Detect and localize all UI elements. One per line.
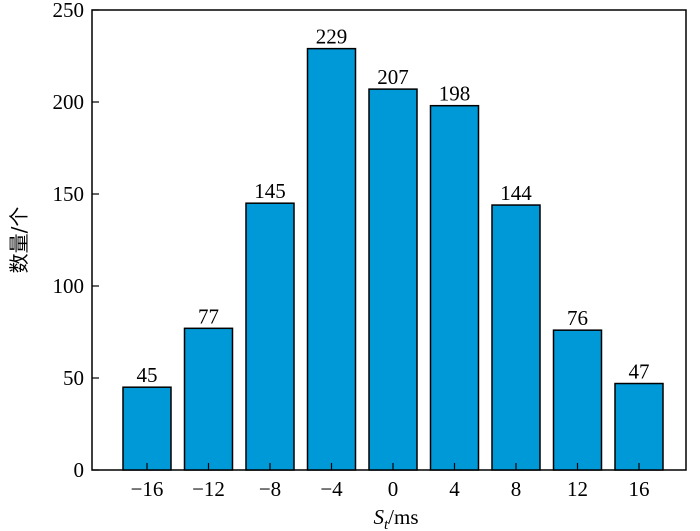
y-tick-label: 150: [53, 182, 85, 206]
bar-value-label: 229: [316, 25, 348, 49]
x-tick-label: −8: [259, 477, 281, 501]
x-axis-label: St/ms: [373, 505, 418, 531]
bar: [122, 386, 172, 471]
bar-value-label: 144: [500, 181, 532, 205]
x-tick-label: 4: [449, 477, 460, 501]
bar-value-label: 76: [567, 306, 588, 330]
y-axis: 0 50 100 150 200 250: [53, 0, 99, 482]
bar: [491, 204, 541, 471]
x-tick-label: 0: [388, 477, 399, 501]
bar-value-label: 145: [254, 179, 286, 203]
bar-value-label: 198: [439, 82, 471, 106]
bar: [429, 104, 480, 471]
bar: [245, 202, 295, 471]
y-tick-label: 100: [53, 274, 85, 298]
bar-value-label: 77: [198, 304, 219, 328]
x-tick-label: 16: [629, 477, 650, 501]
y-tick-label: 50: [63, 366, 84, 390]
bar-value-label: 207: [377, 65, 409, 89]
y-tick-label: 250: [53, 0, 85, 22]
bar: [614, 382, 664, 471]
x-axis-label-main: S: [373, 505, 384, 529]
bar: [183, 327, 234, 471]
bar: [552, 329, 603, 471]
y-tick-label: 0: [74, 458, 85, 482]
bar-value-label: 45: [137, 363, 158, 387]
x-tick-label: 8: [511, 477, 522, 501]
bar-value-label: 47: [629, 360, 650, 384]
bar: [368, 88, 418, 471]
y-tick-label: 200: [53, 90, 85, 114]
x-axis: −16 −12 −8 −4 0 4 8 12 16: [131, 463, 650, 501]
bars-group: 45 77 145 229 207 198 144 76 47: [122, 25, 664, 471]
x-tick-label: −4: [320, 477, 343, 501]
x-tick-label: −12: [192, 477, 225, 501]
bar: [306, 47, 357, 471]
y-axis-label: 数量/个: [7, 207, 31, 274]
x-axis-label-unit: /ms: [388, 505, 418, 529]
x-tick-label: 12: [567, 477, 588, 501]
x-axis-label-subscript: t: [384, 517, 389, 531]
x-tick-label: −16: [131, 477, 164, 501]
